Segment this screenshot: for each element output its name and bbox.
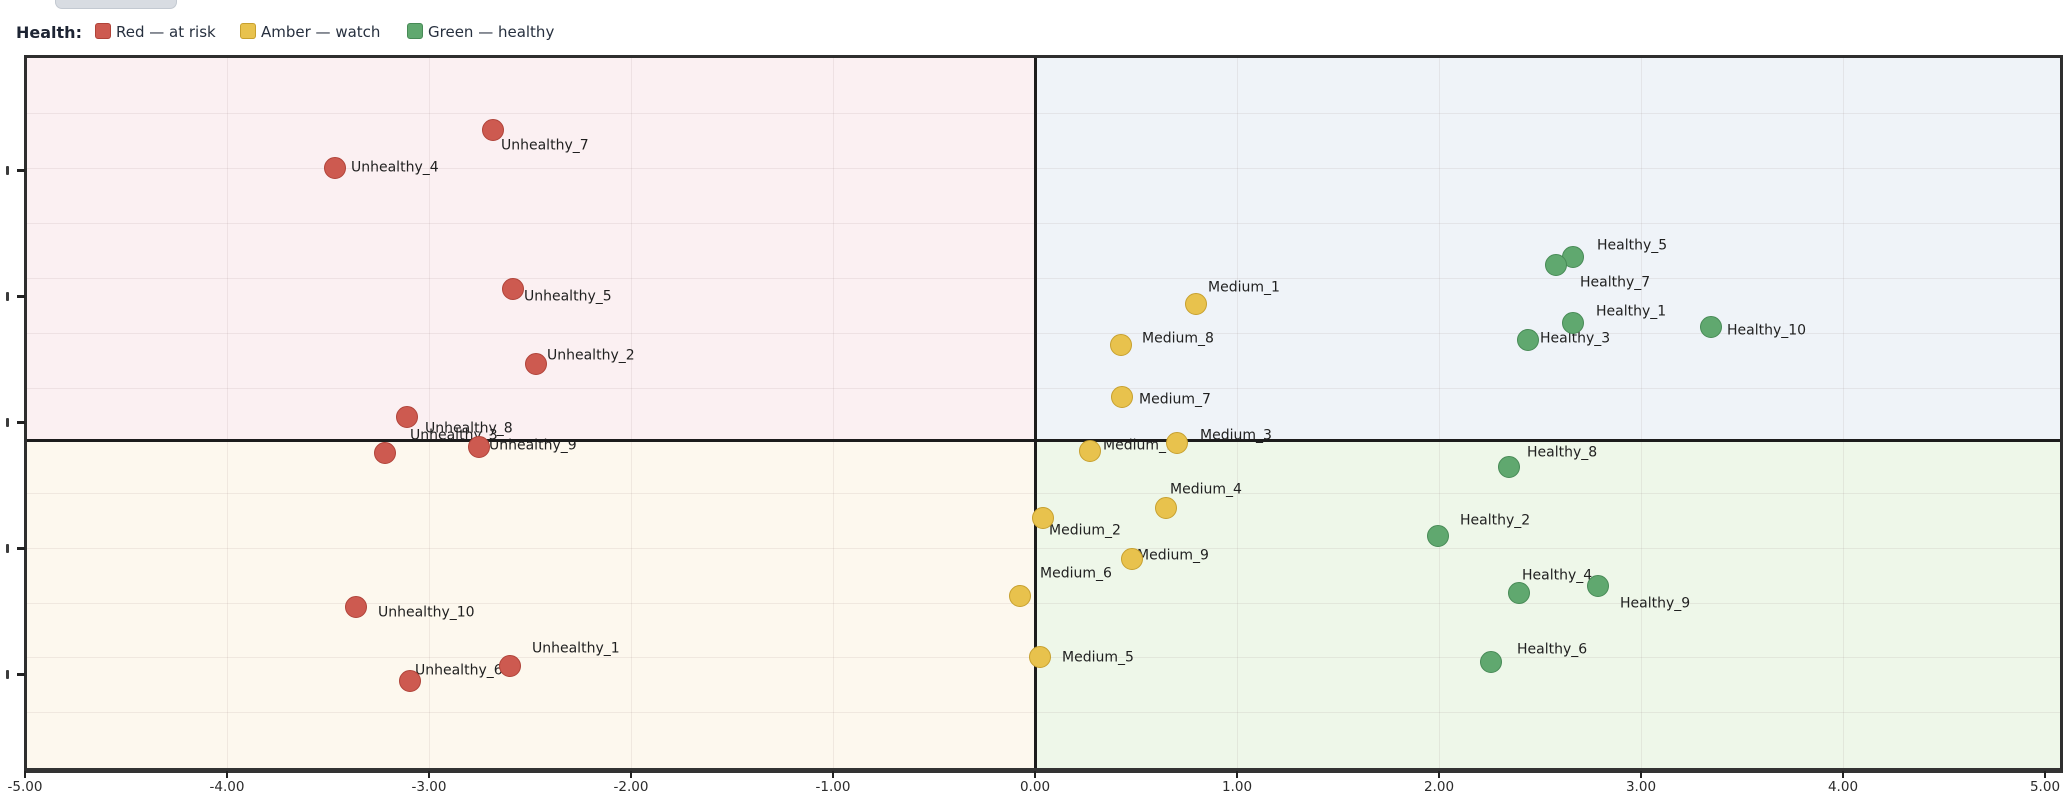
x-tick-label-8: 3.00 (1625, 779, 1657, 795)
y-tick-clipped-label-2 (6, 418, 9, 427)
v-gridline (429, 58, 430, 768)
h-gridline (27, 493, 2060, 494)
legend-swatch-green-icon (407, 23, 423, 39)
data-point-unhealthy-1[interactable] (499, 655, 521, 677)
x-tick-label-1: -4.00 (209, 779, 245, 795)
h-gridline (27, 333, 2060, 334)
y-zero-axis-line (27, 439, 2060, 442)
data-point-healthy-3[interactable] (1517, 329, 1539, 351)
data-point-unhealthy-2[interactable] (525, 353, 547, 375)
data-point-medium-4[interactable] (1155, 497, 1177, 519)
v-gridline (1439, 58, 1440, 768)
legend-swatch-amber-icon (240, 23, 256, 39)
data-point-unhealthy-5[interactable] (502, 278, 524, 300)
data-point-healthy-10[interactable] (1700, 316, 1722, 338)
legend-label-amber: Amber — watch (261, 23, 381, 41)
x-tick-label-6: 1.00 (1221, 779, 1253, 795)
x-tick-label-5: 0.00 (1019, 779, 1051, 795)
scatter-plot-area (24, 55, 2063, 773)
h-gridline (27, 388, 2060, 389)
v-gridline (1641, 58, 1642, 768)
h-gridline (27, 603, 2060, 604)
y-tick-clipped-label-0 (6, 166, 9, 175)
legend-label-green: Green — healthy (428, 23, 555, 41)
v-gridline (833, 58, 834, 768)
data-point-unhealthy-10[interactable] (345, 596, 367, 618)
data-point-medium-8[interactable] (1110, 334, 1132, 356)
data-point-medium-10[interactable] (1079, 440, 1101, 462)
quadrant-top-left (27, 58, 1035, 440)
data-point-healthy-7[interactable] (1545, 254, 1567, 276)
data-point-medium-9[interactable] (1121, 548, 1143, 570)
data-point-healthy-2[interactable] (1427, 525, 1449, 547)
x-zero-axis-line (1034, 58, 1037, 768)
data-point-unhealthy-8[interactable] (396, 406, 418, 428)
legend-title: Health: (16, 23, 82, 42)
v-gridline (227, 58, 228, 768)
clipped-top-tab (55, 0, 177, 9)
legend-swatch-red-icon (95, 23, 111, 39)
h-gridline (27, 223, 2060, 224)
h-gridline (27, 712, 2060, 713)
x-tick-label-2: -3.00 (411, 779, 447, 795)
x-tick-label-7: 2.00 (1423, 779, 1455, 795)
health-legend: Health: Red — at risk Amber — watch Green … (0, 8, 2066, 42)
legend-label-red: Red — at risk (116, 23, 216, 41)
y-tick-clipped-label-1 (6, 292, 9, 301)
data-point-unhealthy-6[interactable] (399, 670, 421, 692)
data-point-healthy-4[interactable] (1508, 582, 1530, 604)
data-point-healthy-6[interactable] (1480, 651, 1502, 673)
x-tick-label-3: -2.00 (613, 779, 649, 795)
data-point-medium-3[interactable] (1166, 432, 1188, 454)
data-point-unhealthy-4[interactable] (324, 157, 346, 179)
y-tick-clipped-label-4 (6, 670, 9, 679)
v-gridline (631, 58, 632, 768)
v-gridline (1843, 58, 1844, 768)
quadrant-bottom-left (27, 440, 1035, 768)
data-point-unhealthy-7[interactable] (482, 119, 504, 141)
quadrant-bottom-right (1035, 440, 2060, 768)
data-point-unhealthy-9[interactable] (468, 436, 490, 458)
data-point-medium-2[interactable] (1032, 507, 1054, 529)
data-point-healthy-8[interactable] (1498, 456, 1520, 478)
x-tick-label-10: 5.00 (2029, 779, 2061, 795)
data-point-unhealthy-3[interactable] (374, 442, 396, 464)
data-point-medium-1[interactable] (1185, 293, 1207, 315)
data-point-medium-5[interactable] (1029, 646, 1051, 668)
data-point-healthy-1[interactable] (1562, 312, 1584, 334)
h-gridline (27, 278, 2060, 279)
x-tick-label-0: -5.00 (7, 779, 43, 795)
data-point-medium-6[interactable] (1009, 585, 1031, 607)
h-gridline (27, 113, 2060, 114)
x-tick-label-9: 4.00 (1827, 779, 1859, 795)
v-gridline (1237, 58, 1238, 768)
h-gridline (27, 548, 2060, 549)
h-gridline (27, 168, 2060, 169)
y-tick-clipped-label-3 (6, 544, 9, 553)
x-tick-label-4: -1.00 (815, 779, 851, 795)
data-point-medium-7[interactable] (1111, 386, 1133, 408)
quadrant-top-right (1035, 58, 2060, 440)
data-point-healthy-9[interactable] (1587, 575, 1609, 597)
